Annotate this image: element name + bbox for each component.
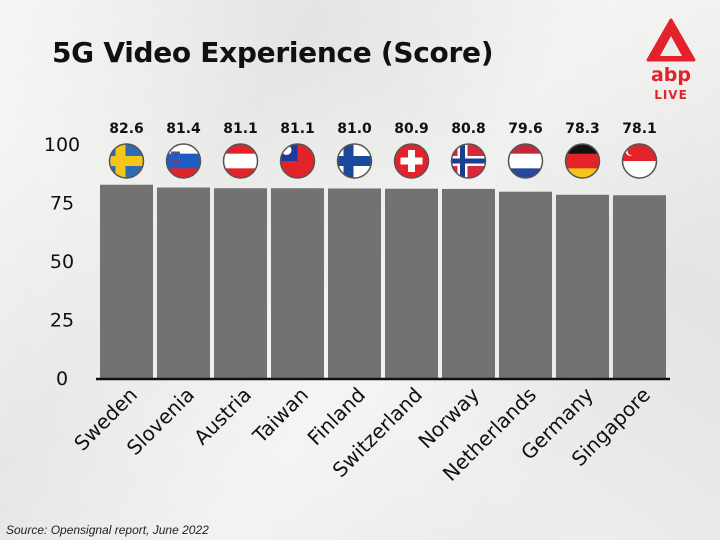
flag-border [336,143,373,179]
logo-tagline: LIVE [654,88,688,102]
finland-flag-icon [337,144,372,178]
data-label: 78.1 [622,121,657,137]
bar [442,188,495,378]
bar [613,195,666,378]
bar [271,188,324,378]
data-label: 80.9 [394,121,429,137]
y-tick-label: 50 [50,251,74,273]
norway-flag-icon [451,144,486,178]
data-label: 78.3 [565,121,600,137]
netherlands-flag-icon [508,144,543,178]
y-tick-label: 75 [50,193,74,215]
germany-flag-icon [565,144,600,178]
chart-title: 5G Video Experience (Score) [52,36,494,69]
flag-border [393,143,430,179]
y-tick-label: 100 [44,134,80,156]
bar [214,188,267,378]
taiwan-flag-icon [280,144,315,178]
bar [328,188,381,378]
source-note: Source: Opensignal report, June 2022 [6,523,209,537]
flag-border [279,143,316,179]
x-tick-label: Austria [189,383,256,450]
austria-flag-icon [223,144,258,178]
abp-live-logo: abp LIVE [640,18,702,108]
data-label: 81.0 [337,121,372,137]
switzerland-flag-icon [394,144,429,178]
flag-border [507,143,544,179]
triangle-logo-icon [646,18,696,62]
data-label: 81.1 [280,121,315,137]
data-label: 82.6 [109,121,144,137]
slovenia-flag-icon [166,144,201,178]
flag-border [564,143,601,179]
y-tick-label: 0 [56,368,68,390]
flag-border [621,143,658,179]
y-tick-label: 25 [50,310,74,332]
bar [499,191,552,378]
sweden-flag-icon [109,144,144,178]
singapore-flag-icon [622,144,657,178]
data-label: 79.6 [508,121,543,137]
flag-border [222,143,259,179]
bar [385,188,438,378]
data-label: 81.1 [223,121,258,137]
bar [100,184,153,378]
bar [157,187,210,378]
flag-border [165,143,202,179]
bar [556,194,609,378]
flag-border [108,143,145,179]
data-label: 80.8 [451,121,486,137]
x-tick-label: Taiwan [247,383,313,449]
data-label: 81.4 [166,121,201,137]
logo-wordmark: abp [650,64,692,86]
flag-border [450,143,487,179]
